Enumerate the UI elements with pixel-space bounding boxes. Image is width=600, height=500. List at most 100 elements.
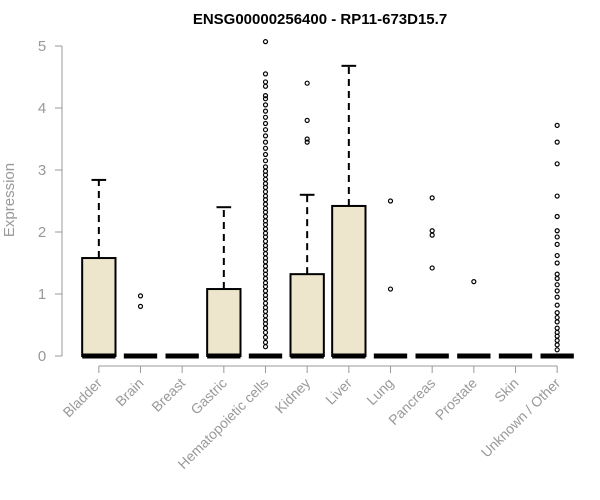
x-tick-label: Kidney — [272, 375, 314, 417]
box-unknown-other — [540, 122, 574, 359]
chart-title: ENSG00000256400 - RP11-673D15.7 — [193, 11, 447, 28]
outlier-point — [554, 314, 560, 321]
x-tick-label: Lung — [363, 375, 396, 408]
outlier-point — [262, 275, 269, 282]
box-gastric — [206, 206, 242, 359]
box-pancreas — [415, 195, 449, 359]
outlier-point — [262, 329, 269, 336]
box-lung — [373, 198, 408, 359]
outlier-point — [262, 102, 269, 108]
box-prostate — [457, 279, 491, 359]
y-axis-label: Expression — [1, 163, 18, 237]
x-tick-label: Skin — [491, 375, 522, 406]
outlier-point — [137, 293, 144, 299]
box-kidney — [289, 80, 325, 359]
x-tick-label: Brain — [112, 375, 146, 409]
outlier-point — [262, 213, 269, 220]
outlier-point — [554, 294, 560, 300]
outlier-point — [262, 300, 269, 306]
box-hematopoietic-cells — [248, 39, 283, 359]
outlier-point — [387, 198, 394, 204]
outlier-point — [554, 347, 560, 353]
box-body — [206, 288, 242, 358]
outlier-point — [262, 313, 269, 319]
box-body — [81, 257, 117, 358]
outlier-point — [137, 303, 144, 309]
outlier-point — [554, 325, 560, 331]
outlier-point — [262, 71, 269, 77]
outlier-point — [262, 139, 269, 145]
outlier-point — [262, 83, 269, 89]
outlier-point — [554, 193, 560, 199]
outlier-point — [262, 226, 269, 232]
outlier-point — [262, 339, 269, 345]
box-liver — [331, 64, 367, 359]
box-brain — [123, 293, 158, 359]
outlier-point — [262, 334, 269, 340]
outlier-point — [554, 213, 560, 220]
outlier-point — [262, 325, 269, 331]
outlier-point — [554, 271, 560, 277]
outlier-point — [262, 251, 269, 257]
outlier-point — [262, 344, 269, 350]
outlier-point — [554, 228, 560, 234]
outlier-point — [262, 263, 269, 269]
box-bladder — [81, 178, 117, 359]
x-tick-label: Bladder — [60, 375, 106, 421]
outlier-point — [304, 136, 310, 142]
box-body — [331, 204, 367, 357]
x-tick-label: Prostate — [432, 375, 480, 423]
outlier-point — [429, 195, 435, 201]
outlier-point — [262, 79, 269, 85]
outlier-point — [554, 122, 560, 128]
outlier-point — [554, 337, 560, 344]
outlier-point — [262, 288, 269, 294]
y-tick-label: 0 — [38, 348, 46, 365]
outlier-point — [262, 120, 269, 127]
outlier-point — [262, 145, 269, 151]
outlier-point — [554, 288, 560, 294]
outlier-point — [262, 133, 269, 139]
y-tick-label: 1 — [38, 286, 46, 303]
outlier-point — [554, 241, 560, 247]
outlier-point — [262, 189, 269, 195]
outlier-point — [262, 96, 269, 102]
outlier-point — [262, 176, 269, 182]
outlier-point — [554, 310, 560, 316]
outlier-point — [262, 164, 269, 170]
outlier-point — [304, 80, 310, 86]
outlier-point — [262, 108, 269, 114]
outlier-point — [554, 342, 560, 348]
outlier-point — [554, 282, 560, 288]
outlier-point — [554, 260, 560, 266]
y-tick-label: 2 — [38, 224, 46, 241]
outlier-point — [262, 39, 269, 45]
outlier-point — [554, 252, 560, 259]
box-body — [289, 273, 325, 357]
outlier-point — [262, 158, 269, 164]
y-tick-label: 4 — [38, 100, 46, 117]
outlier-point — [262, 92, 269, 99]
outlier-point — [262, 114, 269, 120]
outlier-point — [554, 302, 560, 308]
outlier-point — [262, 151, 269, 158]
outlier-point — [554, 139, 560, 145]
outlier-point — [387, 286, 394, 292]
y-tick-label: 5 — [38, 38, 46, 55]
outlier-point — [471, 279, 477, 285]
x-tick-label: Liver — [322, 375, 355, 408]
outlier-point — [429, 232, 435, 238]
outlier-point — [554, 319, 560, 325]
outlier-point — [429, 228, 435, 234]
outlier-point — [554, 234, 560, 240]
outlier-point — [304, 139, 310, 145]
y-axis: 0 1 2 3 4 5 — [38, 38, 63, 365]
box-group — [81, 39, 574, 359]
x-tick-label: Breast — [148, 375, 188, 415]
outlier-point — [262, 201, 269, 207]
x-tick-label: Unknown / Other — [478, 375, 564, 461]
outlier-point — [304, 117, 310, 124]
outlier-point — [262, 127, 269, 133]
